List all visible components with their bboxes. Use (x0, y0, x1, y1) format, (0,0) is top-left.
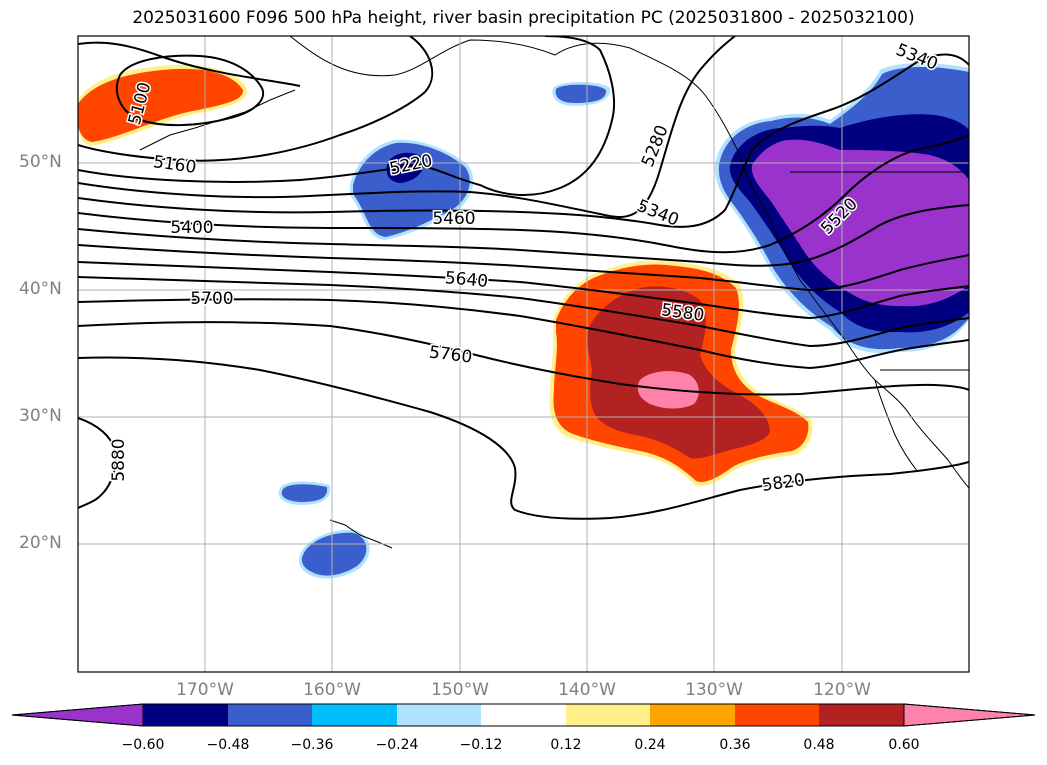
colorbar-tick-label: −0.12 (459, 737, 503, 753)
colorbar-bin-3 (312, 704, 397, 726)
lon-label-170w: 170°W (176, 680, 234, 700)
precip-negative-western-us-core (751, 139, 969, 307)
colorbar-tick-label: −0.48 (206, 737, 250, 753)
precip-negative-central-pacific-core (386, 152, 425, 183)
gridlines (78, 36, 969, 672)
precip-negative-gulf-alaska-core (555, 84, 607, 103)
colorbar-tick-label: −0.24 (375, 737, 419, 753)
colorbar-bin-8 (735, 704, 819, 726)
colorbar-bin-4 (397, 704, 481, 726)
contour-label-5640: 5640 (444, 268, 489, 292)
precip-negative-hawaii-east-core (301, 532, 367, 576)
precip-anomaly-fields (78, 63, 969, 579)
colorbar-bin-5 (481, 704, 566, 726)
contour-label-5880: 5880 (109, 438, 129, 481)
precip-positive-northwest-pacific-core (78, 68, 244, 142)
contour-5100-loop (115, 54, 265, 127)
contour-5520 (78, 244, 969, 292)
height-contours (78, 36, 969, 520)
colorbar-bin-2 (228, 704, 312, 726)
colorbar-bin-1 (143, 704, 228, 726)
colorbar-tick-label: −0.36 (290, 737, 334, 753)
contour-5760 (78, 321, 969, 396)
coastline-baja (874, 379, 919, 473)
lon-label-120w: 120°W (813, 680, 871, 700)
map-frame (77, 35, 970, 673)
contour-5340 (78, 53, 969, 228)
contour-5700 (78, 298, 969, 370)
coastline-alaska (289, 36, 741, 156)
map-title: 2025031600 F096 500 hPa height, river ba… (132, 8, 915, 28)
contour-label-5160: 5160 (152, 152, 198, 178)
lat-label-20n: 20°N (19, 533, 62, 553)
contour-label-5700: 5700 (190, 289, 233, 309)
contour-5220 (78, 36, 616, 197)
lat-label-40n: 40°N (19, 279, 62, 299)
coastline-north-america (739, 154, 969, 489)
contour-label-5460: 5460 (432, 209, 475, 229)
lon-label-140w: 140°W (558, 680, 616, 700)
contour-5580 (78, 261, 969, 320)
contour-5400 (78, 134, 969, 254)
lon-label-130w: 130°W (685, 680, 743, 700)
colorbar-bin-6 (566, 704, 650, 726)
colorbar-tick-label: 0.48 (803, 737, 835, 753)
colorbar-tick-label: 0.60 (888, 737, 920, 753)
lat-label-30n: 30°N (19, 406, 62, 426)
colorbar-tick-label: 0.12 (550, 737, 582, 753)
colorbar-tick-label: 0.36 (719, 737, 751, 753)
contour-5280 (78, 36, 736, 218)
colorbar-extend-high (903, 703, 1036, 727)
contour-5640 (78, 276, 969, 348)
colorbar (11, 703, 1036, 727)
contour-5820 (78, 356, 969, 520)
colorbar-extend-low (11, 703, 144, 727)
colorbar-bin-9 (819, 704, 904, 726)
contour-5880 (78, 417, 117, 509)
colorbar-tick-label: 0.24 (634, 737, 666, 753)
contour-5460 (78, 204, 969, 267)
contour-label-5820: 5820 (760, 470, 806, 496)
colorbar-tick-label: −0.60 (121, 737, 165, 753)
contour-5100 (78, 41, 301, 87)
contour-5160 (78, 36, 434, 162)
precip-negative-central-pacific-mid (353, 142, 470, 237)
contour-label-5760: 5760 (428, 342, 473, 367)
colorbar-outline (11, 703, 1036, 727)
colorbar-bin-7 (650, 704, 735, 726)
precip-negative-hawaii-west-core (281, 484, 328, 502)
contour-label-5400: 5400 (170, 218, 213, 238)
lon-label-160w: 160°W (303, 680, 361, 700)
lat-label-50n: 50°N (19, 152, 62, 172)
map-plot-area: 5100 5160 5220 5280 5340 5340 5400 5460 … (78, 36, 969, 672)
lon-label-150w: 150°W (431, 680, 489, 700)
